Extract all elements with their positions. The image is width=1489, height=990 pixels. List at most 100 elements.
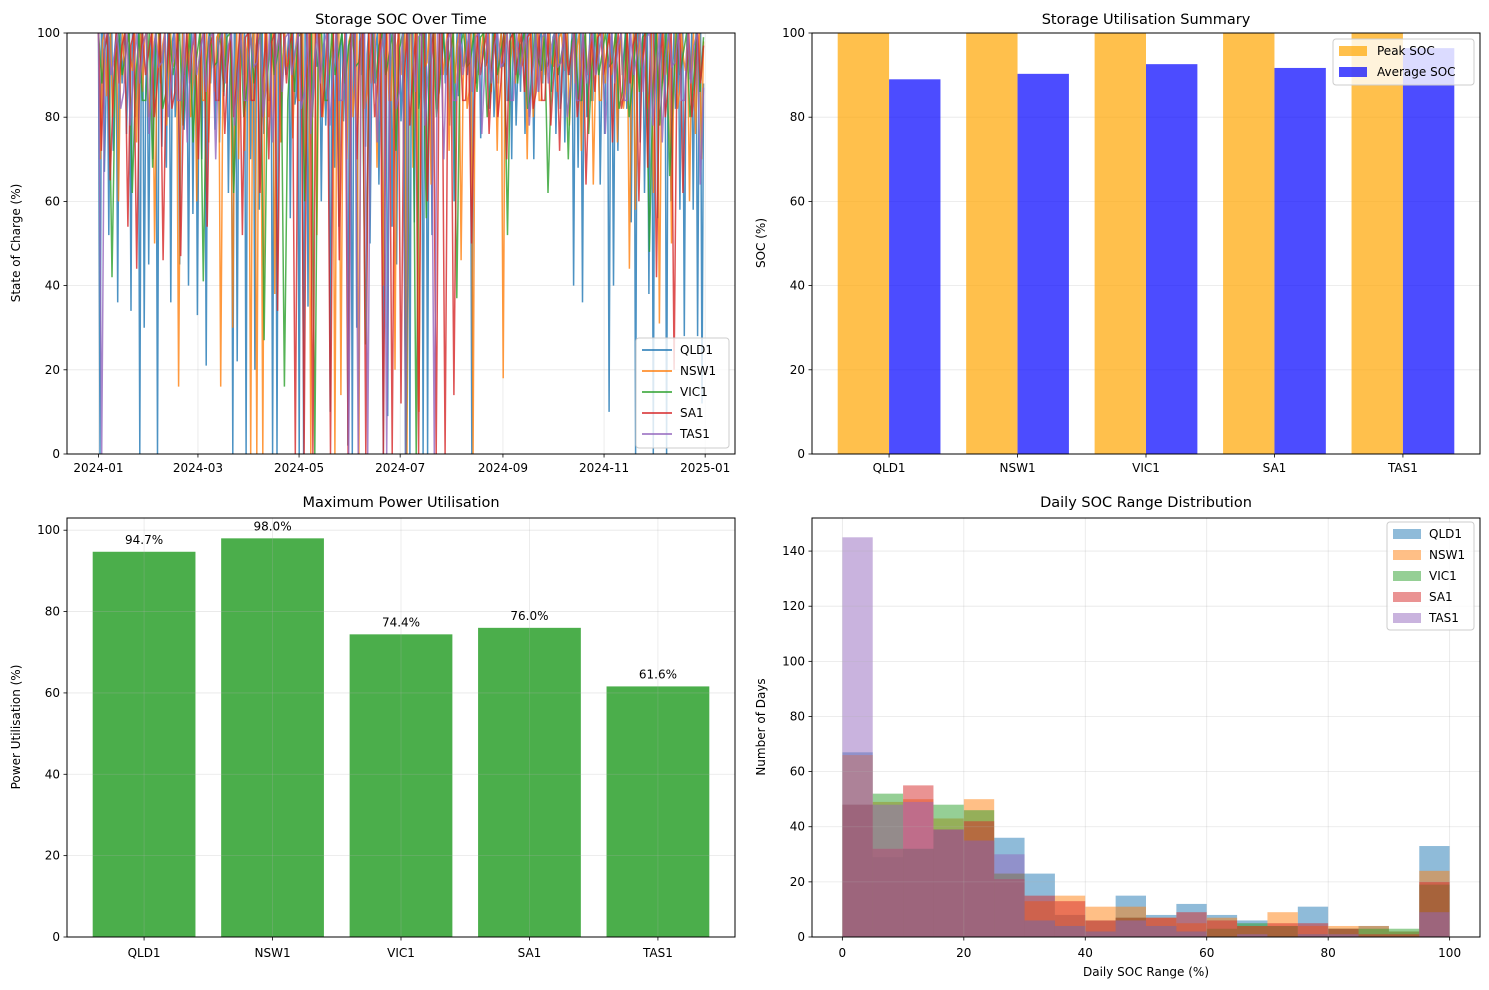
legend-swatch-peak-soc <box>1339 46 1367 56</box>
legend-swatch-vic1 <box>1393 571 1421 581</box>
y-tick-label: 60 <box>790 194 805 208</box>
legend-label-vic1: VIC1 <box>680 385 708 399</box>
x-tick-label: 2024-05 <box>274 461 324 475</box>
bar-average-soc-vic1 <box>1146 64 1198 455</box>
x-tick-label: 60 <box>1199 946 1214 960</box>
y-tick-label: 100 <box>37 26 60 40</box>
hist-bar-sa1 <box>1237 925 1268 937</box>
subplot-daily-soc-range: Daily SOC Range Distribution 0 20 40 60 80 10… <box>754 495 1481 979</box>
hist-bar-tas1 <box>963 840 995 937</box>
x-tick-label: 40 <box>1078 946 1093 960</box>
legend-swatch-nsw1 <box>1393 550 1421 560</box>
hist-bar-sa1 <box>1388 934 1420 937</box>
hist-bar-tas1 <box>1085 931 1116 937</box>
legend-label-qld1: QLD1 <box>680 343 713 357</box>
legend: QLD1 NSW1 VIC1 SA1 TAS1 <box>1386 521 1475 631</box>
y-tick-label: 120 <box>782 599 805 613</box>
y-axis-label: SOC (%) <box>754 218 768 268</box>
x-tick-label: QLD1 <box>128 946 161 960</box>
series-line-tas1 <box>97 33 705 454</box>
legend-label-nsw1: NSW1 <box>680 364 716 378</box>
legend-swatch-qld1 <box>1393 529 1421 539</box>
y-ticks: 0 20 40 60 80 100 120 140 <box>782 544 812 944</box>
legend-label-average-soc: Average SOC <box>1377 65 1456 79</box>
y-tick-label: 80 <box>790 709 805 723</box>
x-ticks: QLD1 NSW1 VIC1 SA1 TAS1 <box>128 937 673 960</box>
x-tick-label: 0 <box>839 946 847 960</box>
y-tick-label: 40 <box>790 279 805 293</box>
x-ticks: 0 20 40 60 80 100 <box>839 937 1461 960</box>
legend-swatch-average-soc <box>1339 67 1367 77</box>
x-ticks: 2024-01 2024-03 2024-05 2024-07 2024-09 2024-… <box>73 454 730 475</box>
x-tick-label: 2024-07 <box>375 461 425 475</box>
x-tick-label: QLD1 <box>873 461 906 475</box>
x-tick-label: 2024-09 <box>478 461 528 475</box>
x-tick-label: TAS1 <box>1387 461 1418 475</box>
y-tick-label: 140 <box>782 544 805 558</box>
x-tick-label: 2024-01 <box>73 461 123 475</box>
hist-bar-tas1 <box>903 801 934 937</box>
subplot-utilisation-summary: Storage Utilisation Summary QLD1 NSW1 VIC1… <box>754 12 1481 475</box>
bar-value-label: 61.6% <box>639 667 677 681</box>
legend-label-sa1: SA1 <box>1429 590 1453 604</box>
y-tick-label: 0 <box>52 447 60 461</box>
bar-value-label: 98.0% <box>253 519 291 533</box>
y-tick-label: 40 <box>45 279 60 293</box>
hist-bar-tas1 <box>1024 920 1055 937</box>
bar-value-label: 76.0% <box>510 609 548 623</box>
x-tick-label: VIC1 <box>1132 461 1160 475</box>
legend-swatch-sa1 <box>1393 592 1421 602</box>
y-axis-label: Number of Days <box>754 678 768 775</box>
y-tick-label: 100 <box>782 654 805 668</box>
hist-bar-sa1 <box>1358 934 1389 937</box>
y-tick-label: 40 <box>45 767 60 781</box>
legend-label-vic1: VIC1 <box>1429 569 1457 583</box>
legend-label-nsw1: NSW1 <box>1429 548 1465 562</box>
x-axis-label: Daily SOC Range (%) <box>1083 965 1209 979</box>
legend-label-peak-soc: Peak SOC <box>1377 44 1435 58</box>
hist-bar-vic1 <box>1358 928 1389 937</box>
y-axis-label: Power Utilisation (%) <box>9 665 23 790</box>
legend-label-tas1: TAS1 <box>1428 611 1459 625</box>
x-tick-label: NSW1 <box>254 946 290 960</box>
hist-bar-sa1 <box>1267 923 1298 937</box>
hist-bar-sa1 <box>1297 923 1329 937</box>
bar-average-soc-tas1 <box>1402 48 1455 454</box>
x-tick-label: 2025-01 <box>680 461 730 475</box>
subplot-max-power-utilisation: Maximum Power Utilisation 94.7% 98.0% 74.4… <box>9 495 736 960</box>
x-tick-label: NSW1 <box>999 461 1035 475</box>
hist-bar-tas1 <box>842 537 873 937</box>
y-tick-label: 60 <box>45 194 60 208</box>
hist-bar-tas1 <box>933 829 964 937</box>
y-tick-label: 0 <box>52 930 60 944</box>
bar-peak-soc-qld1 <box>837 33 890 454</box>
bars <box>837 33 1455 455</box>
x-tick-label: 100 <box>1438 946 1461 960</box>
hist-bar-tas1 <box>872 804 904 937</box>
x-tick-label: 20 <box>956 946 971 960</box>
y-tick-label: 80 <box>45 605 60 619</box>
bar-qld1 <box>92 551 196 937</box>
x-tick-label: SA1 <box>518 946 542 960</box>
y-tick-label: 100 <box>37 523 60 537</box>
hist-bar-tas1 <box>1115 920 1146 937</box>
bar-average-soc-nsw1 <box>1017 73 1069 454</box>
hist-bar-tas1 <box>1297 934 1329 937</box>
x-tick-label: 2024-11 <box>579 461 629 475</box>
bar-peak-soc-nsw1 <box>966 33 1018 454</box>
x-tick-label: TAS1 <box>642 946 673 960</box>
legend-label-qld1: QLD1 <box>1429 527 1462 541</box>
histogram-bars <box>842 537 1450 937</box>
y-ticks: 0 20 40 60 80 100 <box>37 26 67 461</box>
bar-peak-soc-tas1 <box>1351 33 1403 454</box>
legend: QLD1 NSW1 VIC1 SA1 TAS1 <box>635 337 730 449</box>
bar-nsw1 <box>221 538 324 937</box>
hist-bar-tas1 <box>1328 934 1359 937</box>
bar-peak-soc-vic1 <box>1094 33 1146 454</box>
bar-tas1 <box>606 686 710 937</box>
axes-frame <box>811 517 1481 938</box>
bar-average-soc-qld1 <box>889 79 941 454</box>
y-tick-label: 20 <box>790 875 805 889</box>
legend: Peak SOC Average SOC <box>1332 38 1475 86</box>
subplot-soc-over-time: Storage SOC Over Time 2024-01 2024-03 2024… <box>9 12 736 475</box>
